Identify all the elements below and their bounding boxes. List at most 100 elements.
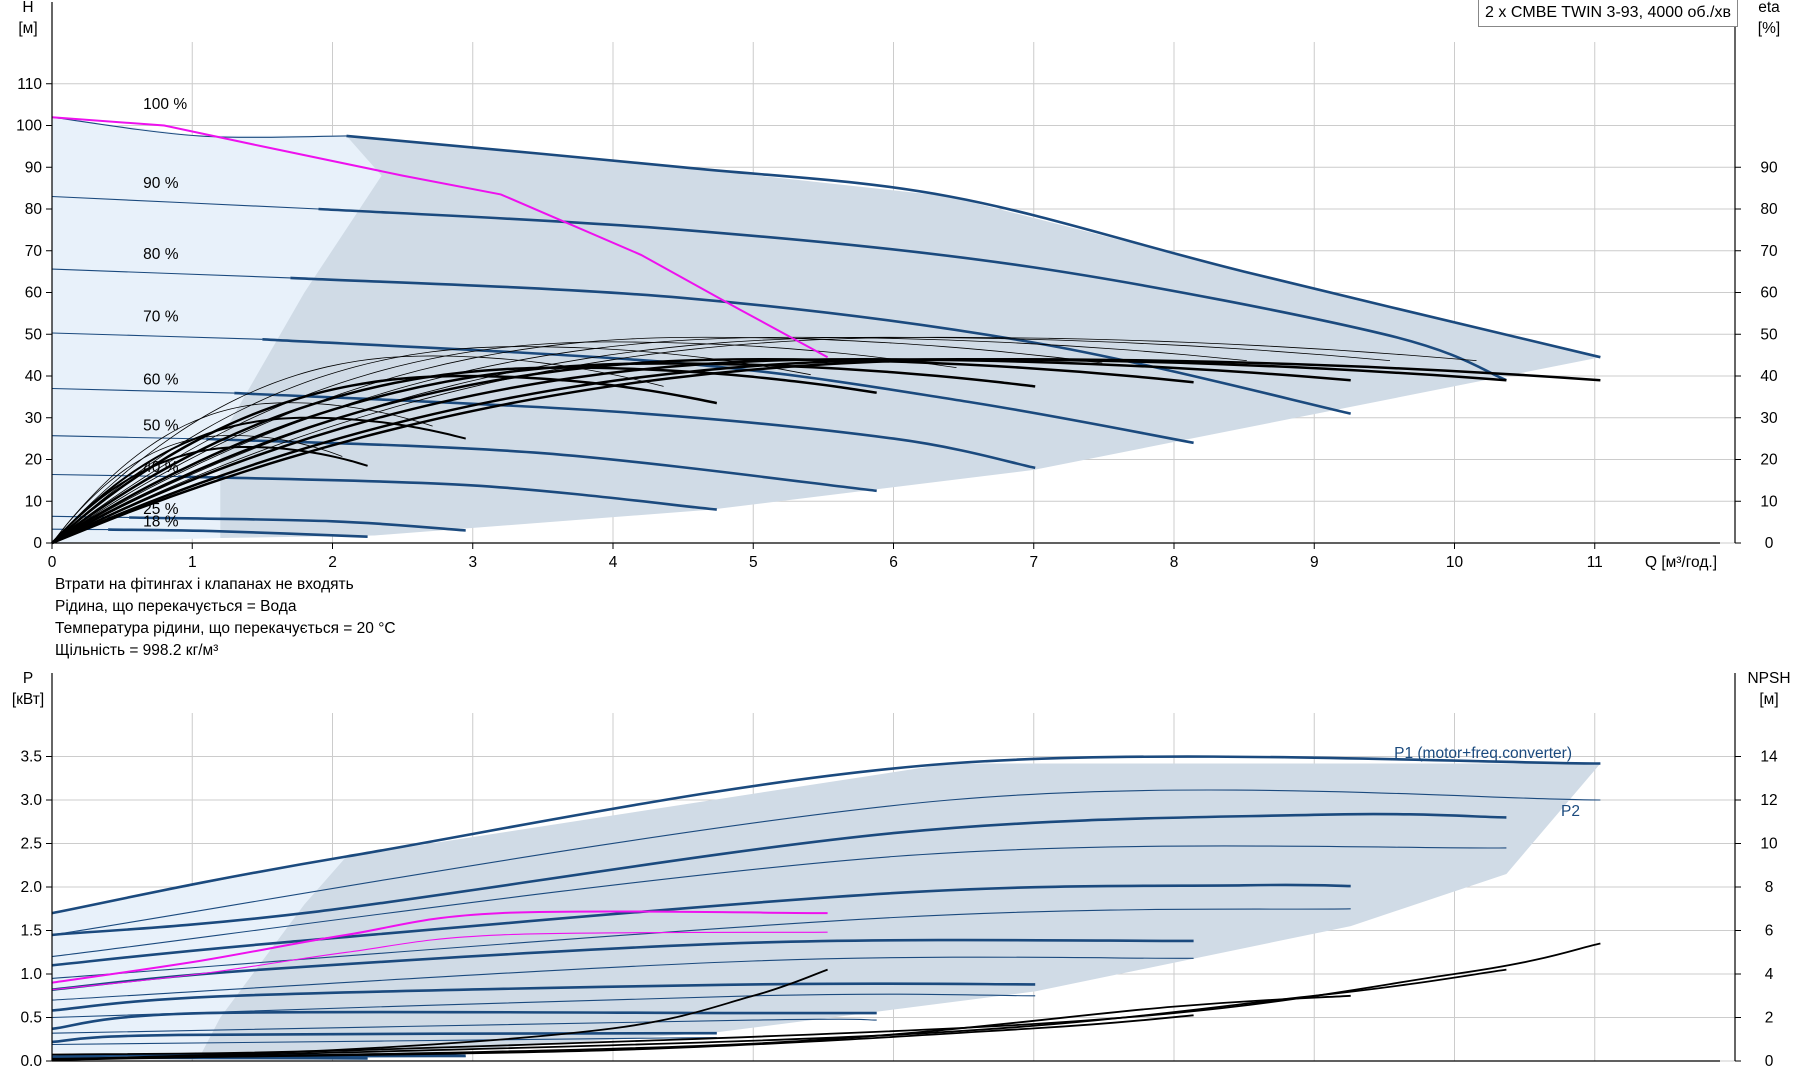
note-temperature: Температура рідини, що перекачується = 2…: [55, 620, 396, 637]
speed-label: 90 %: [143, 175, 179, 192]
x-tick-label: 3: [468, 554, 477, 571]
y-tick-label: 90: [25, 159, 43, 176]
eta-curve-thin: [51, 402, 433, 544]
x-tick-label: 6: [889, 554, 898, 571]
y2-tick-label: 90: [1760, 159, 1778, 176]
y2-axis-unit: [%]: [1758, 20, 1780, 37]
eta-curves: [51, 336, 1601, 545]
y-tick-label: 70: [25, 243, 43, 260]
head-curve: [178, 475, 717, 511]
y2-tick-label: 0: [1765, 1053, 1774, 1070]
npsh-curve: [51, 942, 1601, 1061]
y2-tick-label: 8: [1765, 879, 1774, 896]
p1-curve: [51, 812, 1507, 937]
y-tick-label: 10: [25, 493, 43, 510]
y-axis-unit: [м]: [18, 20, 37, 37]
y2-tick-label: 30: [1760, 410, 1778, 427]
y-tick-label: 40: [25, 368, 43, 385]
y-tick-label: 3.5: [20, 749, 42, 766]
p1-curve: [51, 1031, 717, 1044]
p2-curve: [51, 845, 1507, 958]
x-tick-label: 11: [1587, 554, 1603, 571]
y2-tick-label: 50: [1760, 326, 1778, 343]
y2-tick-label: 2: [1765, 1010, 1774, 1027]
y-tick-label: 80: [25, 201, 43, 218]
p1-curve: [51, 982, 1036, 1012]
head-curve: [108, 528, 368, 538]
y2-tick-label: 12: [1760, 792, 1777, 809]
p2-curve: [51, 789, 1601, 936]
y2-tick-label: 20: [1760, 452, 1778, 469]
x-tick-label: 2: [328, 554, 337, 571]
x-tick-label: 5: [749, 554, 758, 571]
head-curve: [206, 437, 877, 493]
p2-curve: [51, 908, 1351, 979]
y-tick-label: 30: [25, 410, 43, 427]
speed-label: 70 %: [143, 309, 179, 326]
duty-point-p2: [51, 931, 828, 991]
p1-curve: [51, 1010, 877, 1031]
x-tick-label: 10: [1446, 554, 1464, 571]
head-curve: [290, 276, 1351, 415]
power-curves: [51, 755, 1601, 1060]
y2-tick-label: 0: [1765, 535, 1774, 552]
eta-curve-thin: [51, 336, 1247, 544]
eta-curve: [51, 358, 1507, 545]
eta-curve-thin: [51, 355, 664, 544]
y-axis-title: P: [23, 670, 33, 687]
x-tick-label: 7: [1029, 554, 1038, 571]
y2-tick-label: 80: [1760, 201, 1778, 218]
x-tick-label: 4: [609, 554, 618, 571]
head-curve-thin: [51, 268, 291, 279]
eta-curve: [51, 366, 877, 545]
chart-title: 2 x CMBE TWIN 3-93, 4000 об./хв: [1478, 0, 1738, 27]
speed-label: 25 %: [143, 501, 179, 518]
p2-curve: [51, 1018, 877, 1034]
speed-label: 100 %: [143, 96, 187, 113]
y2-tick-label: 40: [1760, 368, 1778, 385]
npsh-curve: [51, 968, 1507, 1061]
y-tick-label: 110: [17, 76, 42, 93]
x-axis-title: Q [м³/год.]: [1645, 554, 1717, 571]
p2-curve: [51, 956, 1194, 1001]
y-tick-label: 2.5: [20, 836, 42, 853]
y-tick-label: 3.0: [20, 792, 42, 809]
axes: 0102030405060708090100110010203040506070…: [16, 0, 1780, 571]
y-tick-label: 0.0: [20, 1053, 42, 1070]
x-tick-label: 8: [1170, 554, 1179, 571]
y2-tick-label: 60: [1760, 285, 1778, 302]
eta-curve: [51, 416, 466, 544]
head-curve: [129, 516, 466, 532]
eta-curve-thin: [51, 336, 1477, 544]
head-curve: [318, 207, 1507, 382]
note-density: Щільність = 998.2 кг/м³: [55, 642, 219, 659]
eta-curve: [51, 358, 1601, 545]
speed-label: 40 %: [143, 459, 179, 476]
p2-label: P2: [1561, 803, 1580, 820]
y-tick-label: 2.0: [20, 879, 42, 896]
eta-curve-thin: [51, 435, 343, 544]
y-tick-label: 50: [25, 326, 43, 343]
head-eta-plot: 100 %90 %80 %70 %60 %50 %40 %25 %18 %010…: [16, 0, 1780, 571]
x-tick-label: 1: [188, 554, 197, 571]
head-curve-thin: [51, 195, 319, 210]
y2-tick-label: 70: [1760, 243, 1778, 260]
y-axis-unit: [кВт]: [12, 691, 44, 708]
eta-curve-thin: [51, 336, 1391, 544]
duty-point-curve: [51, 116, 829, 359]
speed-label: 18 %: [143, 513, 179, 530]
duty-point-p1: [51, 910, 828, 984]
head-curve-thin: [51, 387, 235, 394]
note-liquid: Рідина, що перекачується = Вода: [55, 598, 297, 615]
y2-tick-label: 14: [1760, 749, 1778, 766]
npsh-curve: [51, 968, 828, 1056]
y-tick-label: 100: [16, 118, 42, 135]
x-tick-label: 0: [48, 554, 57, 571]
p1-curve: [51, 938, 1194, 991]
head-curve: [346, 134, 1601, 359]
y-tick-label: 0.5: [20, 1010, 42, 1027]
axes: 0.0 0.5 1.0 1.5 2.0 2.5 3.0 3.5 0 2 4 6 8 10 12 14 P [кВт…: [12, 670, 1791, 1070]
y2-axis-title: eta: [1758, 0, 1780, 16]
y-tick-label: 1.5: [20, 923, 42, 940]
